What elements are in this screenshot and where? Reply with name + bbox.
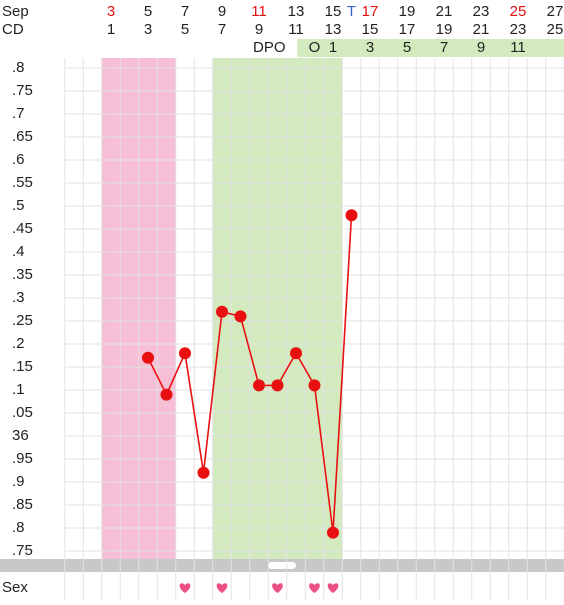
- temperature-point: [160, 388, 173, 401]
- y-tick-label: .7: [12, 105, 25, 122]
- y-tick-label: .4: [12, 243, 25, 260]
- temperature-point: [253, 379, 265, 392]
- date-label: 5: [144, 3, 152, 20]
- y-tick-label: 36: [12, 427, 29, 444]
- date-label: 27: [547, 3, 564, 20]
- temperature-point: [197, 466, 210, 479]
- cd-label: 11: [288, 21, 304, 38]
- y-tick-label: .5: [12, 197, 25, 214]
- y-tick-label: .8: [12, 519, 25, 536]
- date-label: 9: [218, 3, 226, 20]
- dpo-label: DPO: [253, 39, 286, 56]
- heart: [216, 583, 228, 593]
- heart: [272, 583, 283, 593]
- cd-label: 5: [181, 21, 189, 38]
- date-label: 19: [399, 3, 416, 20]
- dpo-band: [297, 39, 564, 57]
- y-tick-label: .25: [12, 312, 33, 329]
- y-tick-label: .55: [12, 174, 33, 191]
- date-label: 11: [251, 3, 267, 20]
- cd-label: 3: [144, 21, 152, 38]
- cd-label: 1: [107, 21, 115, 38]
- temperature-point: [234, 310, 247, 323]
- y-tick-label: .75: [12, 542, 33, 559]
- cd-label: 23: [510, 21, 527, 38]
- y-tick-label: .75: [12, 82, 33, 99]
- dpo-number: 7: [440, 39, 448, 56]
- cd-label: CD: [2, 21, 24, 38]
- heart: [309, 583, 320, 593]
- cd-label: 17: [399, 21, 416, 38]
- y-tick-label: .2: [12, 335, 25, 352]
- dpo-number: 11: [510, 39, 526, 56]
- date-label: 21: [436, 3, 453, 20]
- cd-label: 21: [473, 21, 490, 38]
- date-label: 25: [510, 3, 527, 20]
- heart: [179, 583, 191, 593]
- y-tick-label: .85: [12, 496, 33, 513]
- dpo-number: 3: [366, 39, 374, 56]
- y-tick-label: .8: [12, 59, 25, 76]
- temperature-point: [327, 526, 339, 539]
- date-label: 15: [325, 3, 342, 20]
- ovulation-label: O: [309, 39, 321, 56]
- date-label: 7: [181, 3, 189, 20]
- heart: [327, 583, 339, 593]
- temperature-point: [308, 379, 321, 392]
- temperature-point: [345, 209, 358, 222]
- temperature-point: [142, 351, 154, 364]
- temperature-point: [271, 379, 284, 392]
- dpo-number: 1: [329, 39, 337, 56]
- y-tick-label: .1: [12, 381, 25, 398]
- y-tick-label: .3: [12, 289, 25, 306]
- y-tick-label: .95: [12, 450, 33, 467]
- drag-handle[interactable]: [268, 562, 296, 569]
- date-label: 17: [362, 3, 379, 20]
- y-tick-label: .05: [12, 404, 33, 421]
- cd-label: 13: [325, 21, 342, 38]
- y-tick-label: .35: [12, 266, 33, 283]
- y-tick-label: .65: [12, 128, 33, 145]
- shift-label: T: [347, 3, 356, 20]
- temperature-point: [179, 347, 191, 360]
- temperature-line: [147, 215, 353, 533]
- date-label: 3: [107, 3, 115, 20]
- y-tick-label: .6: [12, 151, 25, 168]
- dpo-number: 9: [477, 39, 485, 56]
- fertile-band: [212, 58, 343, 559]
- y-tick-label: .15: [12, 358, 33, 375]
- cd-label: 25: [547, 21, 564, 38]
- y-tick-label: .9: [12, 473, 25, 490]
- temperature-point: [290, 347, 302, 360]
- cd-label: 15: [362, 21, 379, 38]
- cd-label: 9: [255, 21, 263, 38]
- sex-label: Sex: [2, 579, 28, 596]
- date-label: 23: [473, 3, 490, 20]
- month-label: Sep: [2, 3, 29, 20]
- y-tick-label: .45: [12, 220, 33, 237]
- cd-label: 19: [436, 21, 453, 38]
- date-label: 13: [288, 3, 305, 20]
- dpo-number: 5: [403, 39, 411, 56]
- cd-label: 7: [218, 21, 226, 38]
- temperature-point: [216, 305, 228, 318]
